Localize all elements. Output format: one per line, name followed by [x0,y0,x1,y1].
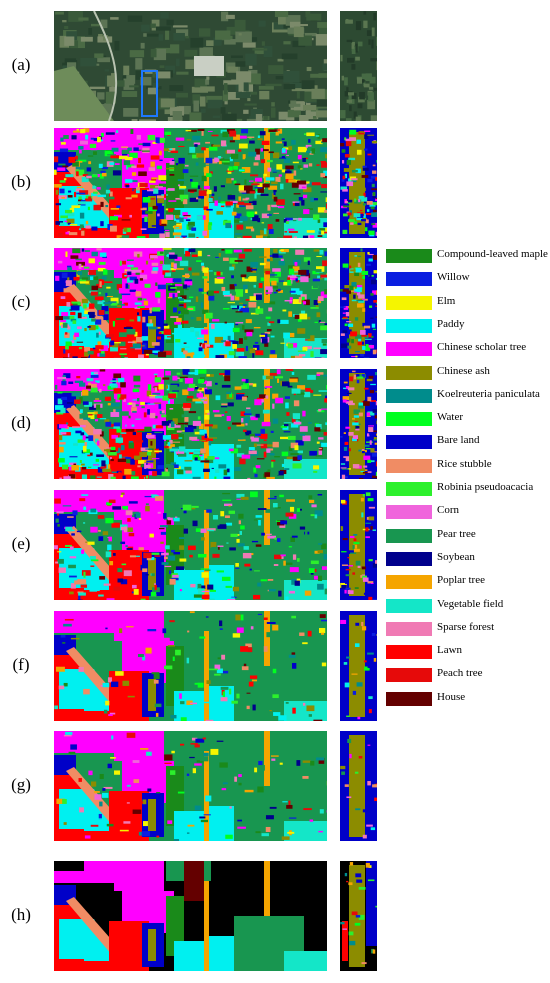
legend-item: Rice stubble [386,457,550,473]
zoom-inset [340,128,377,238]
legend-label: Chinese ash [437,364,490,377]
legend-swatch [386,668,432,683]
legend-label: Lawn [437,644,463,657]
legend-swatch [386,412,432,427]
legend-label: Pear tree [437,527,476,540]
legend-label: Sparse forest [437,620,495,633]
legend-item: Bare land [386,434,550,450]
legend-label: Rice stubble [437,457,492,470]
legend-swatch [386,318,432,333]
legend-label: Vegetable field [437,597,504,610]
legend-item: Paddy [386,317,550,333]
legend-item: Peach tree [386,667,550,683]
legend-label: Bare land [437,434,480,447]
legend-item: Pear tree [386,527,550,543]
zoom-inset [340,861,377,971]
legend-swatch [386,645,432,660]
legend-label: Robinia pseudoacacia [437,481,534,493]
panel-label: (g) [11,775,31,794]
legend-swatch [386,598,432,613]
zoom-inset [340,11,377,121]
classification-map [54,611,327,721]
legend-swatch [386,295,432,310]
legend-swatch [386,435,432,450]
legend-item: Corn [386,504,550,520]
zoom-inset [340,490,377,600]
legend-item: Compound-leaved maple [386,248,550,263]
legend-swatch [386,691,432,706]
panel-label: (a) [11,55,31,74]
zoom-inset [340,248,377,358]
zoom-inset [340,611,377,721]
panel-label: (f) [12,655,30,674]
classification-map [54,248,327,358]
legend-item: House [386,690,550,706]
legend-item: Robinia pseudoacacia [386,481,550,496]
legend-label: Willow [437,271,470,284]
legend-label: Koelreuteria paniculata [437,387,540,400]
legend-swatch [386,505,432,520]
legend-item: Chinese ash [386,364,550,380]
legend-item: Sparse forest [386,620,550,636]
legend-swatch [386,575,432,590]
legend-label: Poplar tree [437,574,485,587]
zoom-inset [340,369,377,479]
classification-map [54,128,327,238]
panel-label: (h) [11,905,31,924]
legend-label: Soybean [437,550,475,563]
legend-label: Water [437,411,463,424]
legend-label: Elm [437,294,456,307]
legend-swatch [386,482,432,496]
legend-swatch [386,388,432,403]
legend-swatch [386,342,432,357]
legend-item: Water [386,411,550,427]
legend-item: Vegetable field [386,597,550,613]
legend-label: Corn [437,504,459,517]
legend-swatch [386,528,432,543]
legend-swatch [386,551,432,566]
legend-item: Lawn [386,644,550,660]
legend-item: Poplar tree [386,574,550,590]
legend-swatch [386,365,432,380]
legend-item: Willow [386,271,550,287]
legend-label: Paddy [437,317,465,330]
classification-map [54,731,327,841]
legend-label: Compound-leaved maple [437,248,548,260]
legend-swatch [386,272,432,287]
panel-label: (c) [11,292,31,311]
legend-item: Elm [386,294,550,310]
panel-label: (e) [11,534,31,553]
classification-map [54,369,327,479]
legend-label: Peach tree [437,667,483,680]
legend-label: Chinese scholar tree [437,341,527,354]
panel-label: (d) [11,413,31,432]
zoom-inset [340,731,377,841]
legend-item: Chinese scholar tree [386,341,550,357]
legend-swatch [386,458,432,473]
legend-item: Soybean [386,550,550,566]
false-color-image [54,11,327,121]
legend-label: House [437,690,466,703]
classification-map [54,861,327,971]
legend-swatch [386,249,432,263]
classification-map [54,490,327,600]
panel-label: (b) [11,172,31,191]
legend-swatch [386,621,432,636]
legend-item: Koelreuteria paniculata [386,387,550,403]
